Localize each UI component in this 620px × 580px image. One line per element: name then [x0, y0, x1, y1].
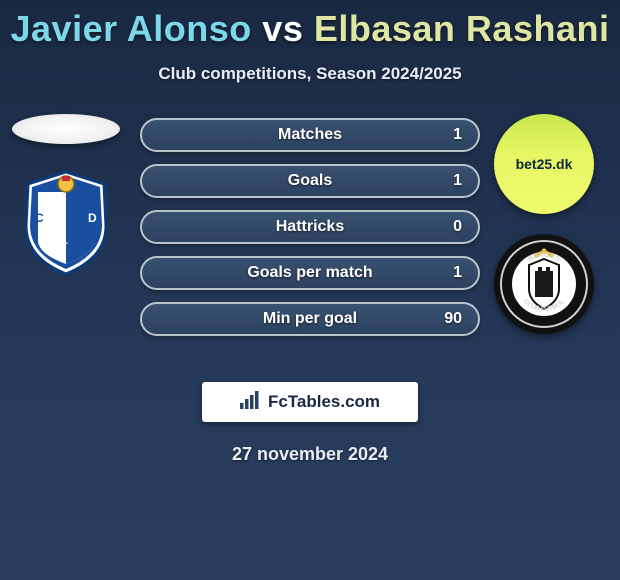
player2-photo: bet25.dk [494, 114, 594, 214]
stat-right-value: 1 [453, 264, 462, 282]
right-column: bet25.dk BURGOS CLUB FUTBOL [494, 114, 614, 334]
stat-row-matches: Matches 1 [140, 118, 480, 152]
stat-label: Hattricks [142, 218, 478, 236]
stat-right-value: 1 [453, 126, 462, 144]
date-text: 27 november 2024 [0, 444, 620, 465]
player1-avatar-placeholder [12, 114, 120, 144]
player1-club-logo: C D T [18, 168, 114, 278]
brand-text: FcTables.com [268, 392, 380, 412]
player2-club-logo: BURGOS CLUB FUTBOL [494, 234, 594, 334]
stat-right-value: 0 [453, 218, 462, 236]
svg-text:T: T [59, 239, 68, 255]
stat-row-goals: Goals 1 [140, 164, 480, 198]
photo-sponsor-text: bet25.dk [516, 156, 573, 172]
stat-row-goals-per-match: Goals per match 1 [140, 256, 480, 290]
stats-list: Matches 1 Goals 1 Hattricks 0 Goals per … [140, 118, 480, 348]
svg-text:D: D [88, 211, 97, 225]
stat-label: Goals per match [142, 264, 478, 282]
stat-right-value: 90 [444, 310, 462, 328]
tenerife-shield-icon: C D T [20, 170, 112, 276]
vs-text: vs [262, 8, 303, 49]
stat-label: Matches [142, 126, 478, 144]
stat-right-value: 1 [453, 172, 462, 190]
svg-text:C: C [35, 211, 44, 225]
burgos-shield-icon: BURGOS CLUB FUTBOL [499, 239, 589, 329]
subtitle: Club competitions, Season 2024/2025 [0, 64, 620, 84]
stat-label: Goals [142, 172, 478, 190]
content-area: C D T bet25.dk BURGOS [0, 114, 620, 374]
player1-name: Javier Alonso [11, 8, 252, 49]
player2-name: Elbasan Rashani [314, 8, 610, 49]
comparison-title: Javier Alonso vs Elbasan Rashani [0, 0, 620, 50]
left-column: C D T [6, 114, 126, 278]
stat-label: Min per goal [142, 310, 478, 328]
chart-bars-icon [240, 391, 262, 414]
stat-row-hattricks: Hattricks 0 [140, 210, 480, 244]
brand-box: FcTables.com [202, 382, 418, 422]
stat-row-min-per-goal: Min per goal 90 [140, 302, 480, 336]
